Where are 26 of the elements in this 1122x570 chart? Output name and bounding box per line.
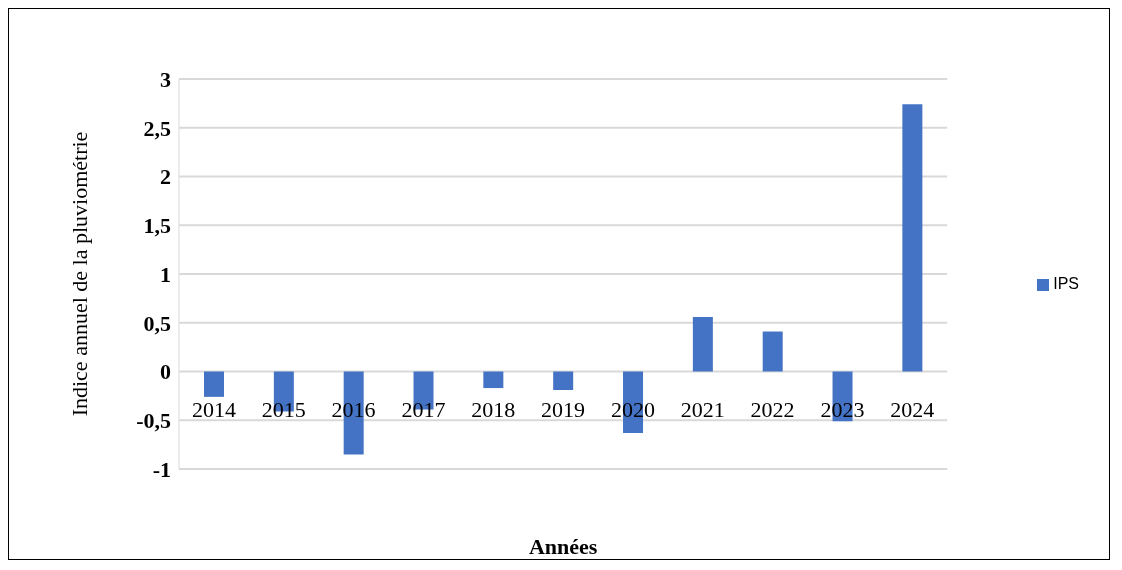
- x-tick-label: 2021: [680, 397, 725, 423]
- y-tick-label: 1,5: [143, 213, 171, 239]
- bar: [553, 371, 574, 391]
- x-tick-label: 2022: [750, 397, 795, 423]
- y-tick-label: 2: [160, 164, 171, 190]
- y-tick-label: 0: [160, 359, 171, 385]
- x-axis-title: Années: [528, 534, 598, 559]
- bar: [204, 371, 224, 397]
- y-tick-label: 2,5: [143, 115, 171, 141]
- x-tick-label: 2024: [890, 397, 935, 423]
- bar: [762, 331, 783, 372]
- x-tick-label: 2014: [191, 397, 236, 423]
- y-tick-label: -0,5: [136, 408, 171, 434]
- legend-label: IPS: [1053, 275, 1079, 292]
- x-tick-label: 2015: [261, 397, 306, 423]
- x-tick-label: 2018: [471, 397, 516, 423]
- x-tick-label: 2017: [401, 397, 446, 423]
- bar: [902, 104, 923, 372]
- y-tick-label: 3: [160, 66, 171, 92]
- y-tick-label: -1: [152, 456, 171, 482]
- y-tick-label: 1: [160, 261, 171, 287]
- bar: [692, 316, 713, 372]
- y-axis-title: Indice annuel de la pluviométrie: [66, 131, 92, 417]
- y-tick-label: 0,5: [143, 310, 171, 336]
- x-tick-label: 2019: [541, 397, 586, 423]
- bar: [483, 371, 504, 389]
